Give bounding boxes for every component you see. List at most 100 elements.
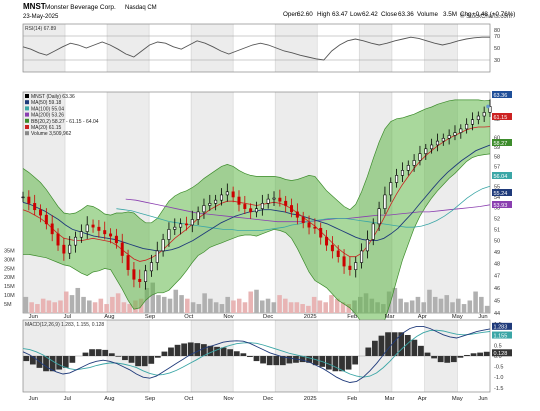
x-tick-label-macd: Aug	[104, 396, 114, 402]
macd-histogram-bar	[411, 339, 418, 356]
price-bar-body	[406, 165, 410, 171]
macd-histogram-bar	[181, 343, 188, 356]
volume-bar	[87, 300, 92, 313]
x-tick-label-price: Feb	[347, 314, 357, 320]
price-bar-body	[109, 233, 113, 237]
macd-tag-label: 0.128	[494, 351, 508, 357]
price-bar-body	[208, 203, 212, 206]
price-bar-body	[74, 236, 78, 246]
macd-histogram-bar	[62, 356, 69, 368]
price-bar-body	[202, 205, 206, 213]
volume-bar	[40, 298, 46, 313]
volume-bar	[467, 300, 473, 313]
x-tick-label-price: Oct	[184, 314, 193, 320]
x-tick-label-price: Mar	[385, 314, 395, 320]
x-tick-label-price: May	[452, 314, 463, 320]
price-bar-body	[167, 229, 171, 240]
price-bar-body	[301, 216, 305, 224]
macd-histogram-bar	[200, 344, 207, 356]
volume-bar	[259, 300, 265, 313]
legend-entry: MA(200) 53.26	[31, 113, 64, 119]
volume-bar	[329, 295, 334, 313]
volume-bar	[432, 296, 438, 313]
macd-histogram-bar	[56, 356, 63, 370]
price-tick-label: 55	[494, 185, 500, 191]
volume-value: 3.5M	[443, 11, 457, 18]
price-tick-label: 47	[494, 274, 500, 280]
price-bar-body	[219, 194, 223, 201]
price-bar-body	[231, 191, 235, 198]
macd-histogram-bar	[207, 345, 214, 356]
volume-tick-label: 25M	[4, 266, 15, 272]
volume-bar	[144, 287, 150, 313]
price-bar-body	[179, 223, 183, 228]
x-tick-label-price: Jun	[29, 314, 38, 320]
macd-histogram-bar	[154, 356, 161, 358]
macd-histogram-bar	[286, 356, 293, 364]
price-tick-label: 48	[494, 262, 500, 268]
x-tick-label-macd: Nov	[223, 396, 233, 402]
price-bar-body	[243, 204, 247, 209]
bollinger-lower-line	[23, 153, 491, 330]
price-bar-body	[313, 226, 317, 229]
legend-swatch	[25, 106, 29, 111]
volume-bar	[161, 296, 167, 313]
macd-histogram-bar	[161, 351, 168, 356]
price-tick-label: 50	[494, 239, 500, 245]
price-bar-body	[470, 119, 474, 125]
volume-bar	[110, 296, 115, 313]
macd-tag-label: 1.283	[494, 325, 508, 331]
legend-entry: MA(20) 61.15	[31, 125, 62, 131]
price-bar-body	[237, 196, 241, 205]
rsi-stripe	[23, 24, 66, 72]
volume-bar	[98, 298, 104, 313]
price-bar-body	[149, 262, 153, 272]
price-bar-body	[132, 269, 136, 280]
price-bar-body	[348, 265, 352, 270]
price-bar-body	[325, 236, 329, 246]
price-bar-body	[144, 270, 148, 283]
price-bar-body	[249, 208, 253, 213]
rsi-tick-label: 30	[494, 58, 500, 64]
price-bar-body	[79, 231, 83, 238]
macd-histogram-bar	[279, 356, 286, 366]
price-tick-label: 52	[494, 216, 500, 222]
volume-bar	[306, 305, 311, 313]
macd-histogram-bar	[122, 356, 128, 361]
volume-bar	[52, 302, 57, 313]
macd-histogram-bar	[477, 352, 484, 356]
price-bar-body	[441, 137, 445, 142]
volume-bar	[173, 289, 179, 313]
price-tag-box	[492, 139, 512, 146]
macd-histogram-bar	[174, 344, 181, 356]
macd-histogram-bar	[299, 356, 306, 363]
volume-bar	[254, 289, 259, 313]
x-tick-label-macd: Dec	[263, 396, 273, 402]
volume-bar	[404, 302, 409, 313]
volume-bar	[427, 289, 432, 313]
price-bar-body	[295, 211, 299, 218]
watermark-label: © StockCharts.com	[460, 13, 512, 20]
macd-histogram-bar	[385, 332, 391, 356]
rsi-stripe	[275, 24, 318, 72]
exchange-label: Nasdaq CM	[125, 5, 157, 11]
volume-bar	[63, 291, 69, 313]
macd-histogram-bar	[135, 356, 141, 367]
price-bar-body	[482, 112, 486, 117]
price-bar-body	[278, 197, 282, 202]
macd-histogram-bar	[273, 356, 280, 366]
macd-tag-box	[492, 331, 512, 339]
x-tick-label-macd: May	[452, 396, 463, 402]
macd-histogram-bar	[345, 356, 352, 370]
macd-histogram-bar	[444, 356, 451, 363]
volume-bar	[219, 304, 225, 313]
macd-signal-line	[22, 329, 491, 378]
high-label: High	[317, 11, 330, 18]
legend-swatch	[25, 118, 29, 123]
volume-bar	[75, 287, 81, 313]
macd-histogram-bar	[253, 356, 260, 362]
macd-histogram-bar	[23, 356, 30, 362]
price-bar-body	[97, 226, 101, 231]
